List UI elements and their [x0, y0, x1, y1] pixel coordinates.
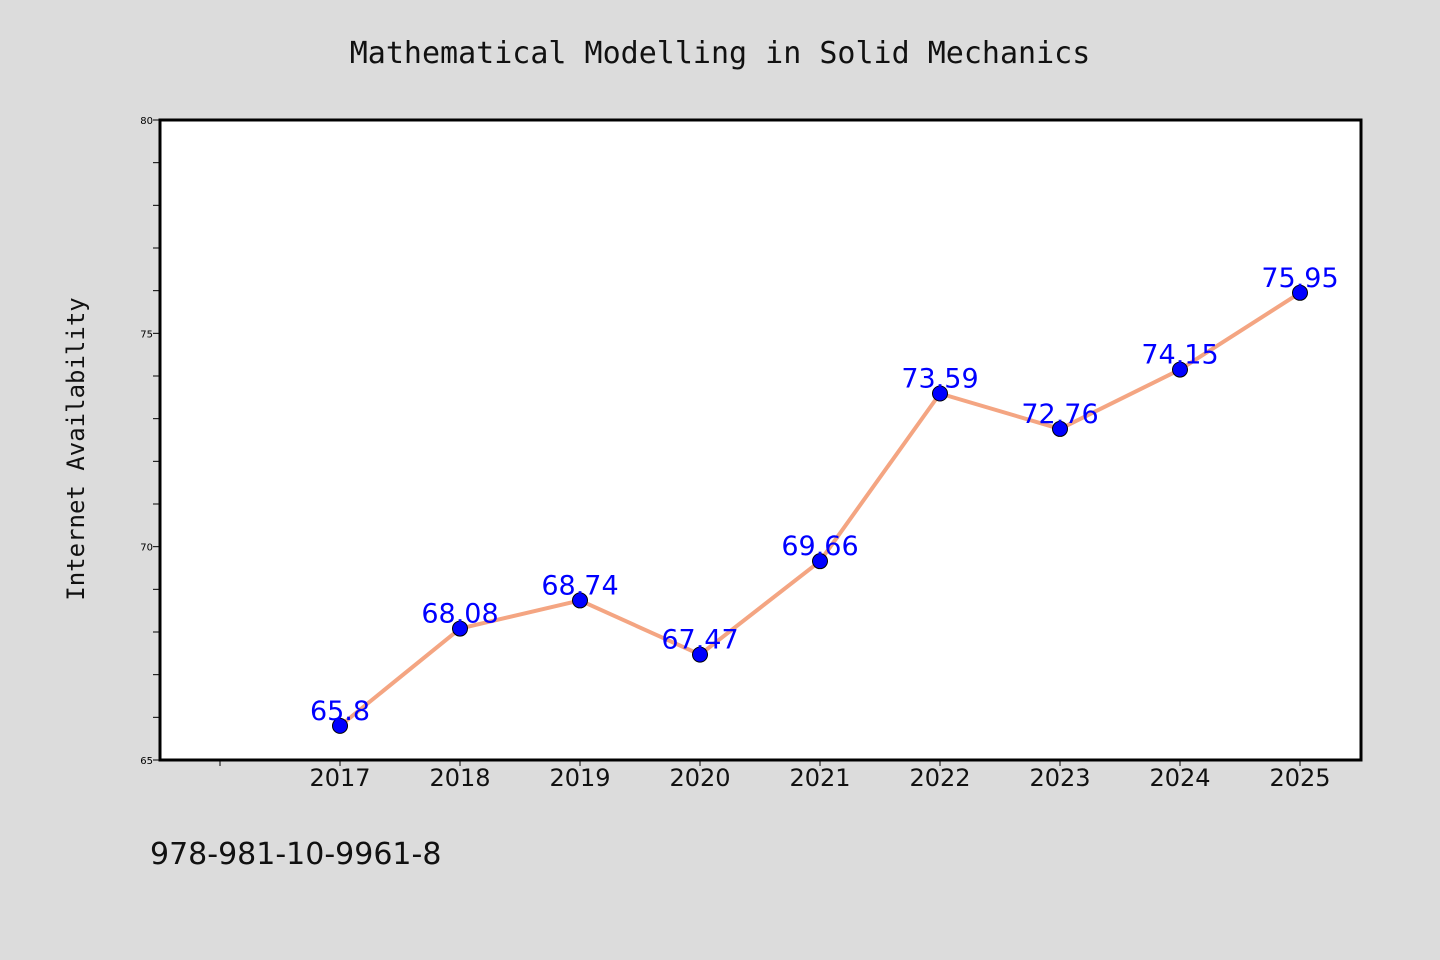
- data-point: [572, 592, 588, 609]
- isbn-text: 978-981-10-9961-8: [150, 837, 441, 872]
- y-tick-label: 65: [140, 756, 153, 767]
- y-axis: 65 70 75 80: [140, 116, 160, 767]
- data-label: 68.08: [421, 599, 498, 630]
- data-point: [812, 553, 828, 570]
- x-tick-label: 2018: [429, 764, 490, 792]
- data-point: [692, 646, 708, 663]
- x-axis: 2017 2018 2019 2020 2021 2022 2023 2024 2025: [219, 760, 1331, 792]
- y-axis-label: Internet Availability: [62, 297, 90, 600]
- data-label: 74.15: [1141, 340, 1218, 371]
- data-point: [932, 385, 948, 402]
- data-label: 75.95: [1261, 263, 1338, 294]
- x-tick-label: 2024: [1149, 764, 1210, 792]
- data-label: 73.59: [901, 363, 978, 394]
- data-label: 68.74: [541, 570, 618, 601]
- y-tick-label: 70: [140, 543, 153, 554]
- data-point: [452, 620, 468, 637]
- data-point: [1052, 420, 1068, 437]
- chart-title: Mathematical Modelling in Solid Mechanic…: [350, 36, 1091, 71]
- x-tick-label: 2021: [789, 764, 850, 792]
- data-label: 72.76: [1021, 399, 1098, 430]
- plot-frame: [158, 118, 1363, 762]
- data-label: 65.8: [310, 696, 370, 727]
- x-tick-label: 2017: [309, 764, 370, 792]
- y-tick-label: 80: [140, 116, 153, 127]
- data-series: 65.8 68.08 68.74 67.47 69.66 73.59 72.76 74.15 7…: [310, 263, 1339, 734]
- x-tick-label: 2022: [909, 764, 970, 792]
- data-point: [1292, 284, 1308, 301]
- x-tick-label: 2025: [1269, 764, 1330, 792]
- x-tick-label: 2020: [669, 764, 730, 792]
- data-label: 67.47: [661, 625, 738, 656]
- y-tick-label: 75: [140, 329, 153, 340]
- data-label: 69.66: [781, 531, 858, 562]
- x-tick-label: 2019: [549, 764, 610, 792]
- plot-area: [160, 120, 1361, 760]
- x-tick-label: 2023: [1029, 764, 1090, 792]
- data-point: [332, 717, 348, 734]
- data-point: [1172, 361, 1188, 378]
